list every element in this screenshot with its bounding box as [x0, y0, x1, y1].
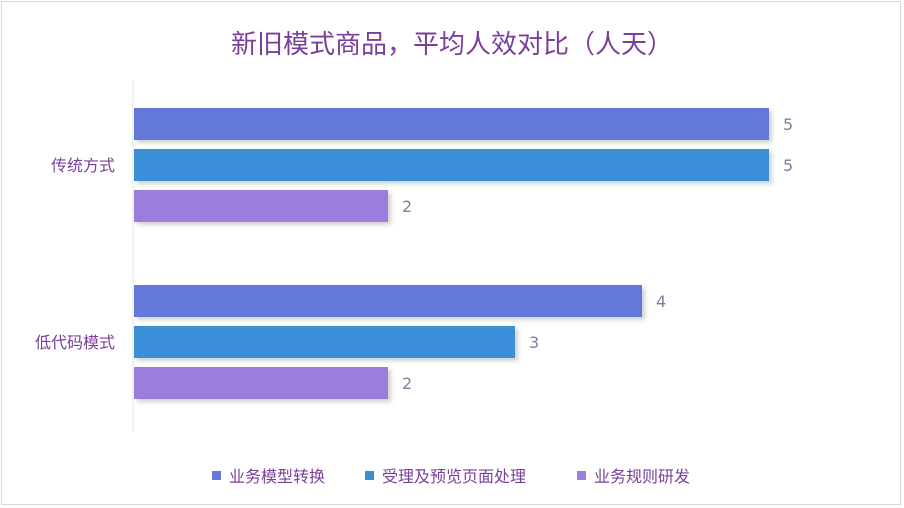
legend-label-1: 业务模型转换: [229, 467, 325, 486]
legend-swatch-2: [365, 471, 374, 480]
chart-title: 新旧模式商品，平均人效对比（人天）: [231, 30, 673, 60]
category-label-1: 传统方式: [51, 156, 115, 175]
data-label-2-2: 3: [529, 333, 539, 352]
bar-1-2: [134, 149, 769, 181]
legend-swatch-3: [577, 471, 586, 480]
legend-label-2: 受理及预览页面处理: [382, 467, 526, 486]
data-label-1-2: 5: [783, 156, 793, 175]
bar-2-2: [134, 326, 515, 358]
bar-2-3: [134, 367, 388, 399]
data-label-1-1: 5: [783, 115, 793, 134]
bar-1-1: [134, 108, 769, 140]
legend-swatch-1: [212, 471, 221, 480]
data-label-2-3: 2: [402, 374, 412, 393]
bar-2-1: [134, 285, 642, 317]
legend-label-3: 业务规则研发: [594, 467, 690, 486]
data-label-1-3: 2: [402, 197, 412, 216]
bar-1-3: [134, 190, 388, 222]
legend: 业务模型转换 受理及预览页面处理 业务规则研发: [212, 467, 690, 486]
data-label-2-1: 4: [656, 292, 666, 311]
bars-group: 5 5 2 4 3 2: [134, 108, 793, 399]
category-label-2: 低代码模式: [35, 333, 115, 352]
